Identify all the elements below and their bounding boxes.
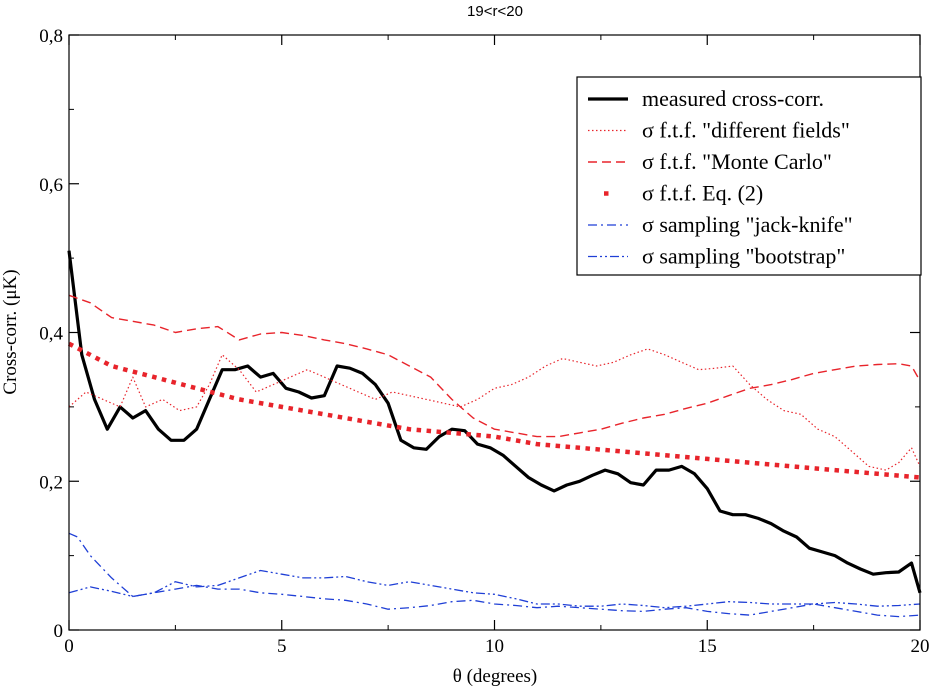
x-tick-label: 15 bbox=[698, 636, 717, 657]
series-line-4 bbox=[67, 341, 921, 480]
legend: measured cross-corr. σ f.t.f. "different … bbox=[576, 76, 922, 276]
legend-label-3: σ f.t.f. "Monte Carlo" bbox=[642, 149, 832, 174]
series-line-3 bbox=[68, 294, 921, 438]
y-tick-label: 0,2 bbox=[39, 472, 63, 493]
legend-label-1: measured cross-corr. bbox=[642, 86, 824, 111]
chart-title: 19<r<20 bbox=[467, 3, 523, 20]
y-tick-label: 0,4 bbox=[39, 324, 63, 345]
y-tick-label: 0,6 bbox=[39, 175, 63, 196]
plot-frame bbox=[68, 34, 921, 631]
series-line-6 bbox=[68, 569, 921, 609]
series-line-1 bbox=[67, 250, 922, 594]
y-axis-label: Cross-corr. (μK) bbox=[0, 269, 21, 394]
x-axis-label: θ (degrees) bbox=[453, 666, 538, 687]
x-tick-label: 5 bbox=[277, 636, 287, 657]
legend-box bbox=[576, 76, 922, 276]
legend-label-6: σ sampling "bootstrap" bbox=[642, 244, 845, 269]
legend-label-2: σ f.t.f. "different fields" bbox=[642, 118, 850, 143]
y-tick-label: 0 bbox=[54, 621, 64, 642]
legend-label-4: σ f.t.f. Eq. (2) bbox=[642, 181, 763, 206]
series-layer bbox=[67, 250, 922, 618]
x-tick-label: 20 bbox=[911, 636, 930, 657]
x-tick-label: 0 bbox=[64, 636, 74, 657]
legend-label-5: σ sampling "jack-knife" bbox=[642, 212, 853, 237]
y-tick-label: 0,8 bbox=[39, 26, 63, 47]
x-tick-label: 10 bbox=[485, 636, 504, 657]
series-line-5 bbox=[68, 532, 921, 618]
